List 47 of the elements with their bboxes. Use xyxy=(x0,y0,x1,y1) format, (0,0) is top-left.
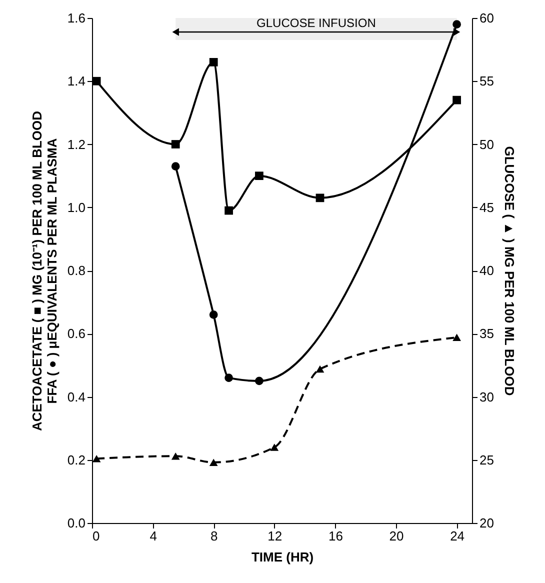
y-tick-label: 0.2 xyxy=(67,452,86,468)
x-axis-title: TIME (HR) xyxy=(251,550,314,564)
y-tick-label: 1.4 xyxy=(67,74,86,89)
y2-tick-label: 35 xyxy=(480,326,494,342)
y-tick-label: 1.6 xyxy=(67,10,86,26)
x-tick-label: 20 xyxy=(389,528,404,544)
point xyxy=(171,452,180,460)
point xyxy=(171,162,180,171)
x-tick-label: 8 xyxy=(210,528,218,544)
point xyxy=(209,310,218,319)
y2-tick-label: 40 xyxy=(480,263,494,278)
point xyxy=(171,140,180,148)
y-tick-label: 0.8 xyxy=(67,263,86,278)
point xyxy=(452,334,461,342)
y2-tick-label: 55 xyxy=(480,74,494,89)
x-tick-label: 0 xyxy=(92,528,100,544)
x-tick-label: 24 xyxy=(450,528,465,544)
point xyxy=(224,206,233,215)
point xyxy=(316,365,324,373)
x-tick-label: 4 xyxy=(150,528,157,544)
y-axis-title: ACETOACETATE ( ■ ) MG (10⁻¹) PER 100 ML BLOOD FFA ( ● ) μEQUIVALENTS PER ML PLASMA xyxy=(29,110,60,432)
x-tick-label: 12 xyxy=(268,528,282,544)
point xyxy=(209,458,218,466)
x-tick-label: 16 xyxy=(328,528,343,544)
point xyxy=(209,58,218,66)
point xyxy=(224,374,233,382)
y-tick-label: 1.2 xyxy=(67,136,86,152)
y2-tick-label: 60 xyxy=(480,10,494,26)
y2-tick-label: 45 xyxy=(480,200,494,215)
y-tick-label: 0.0 xyxy=(67,516,86,530)
y2-tick-label: 25 xyxy=(480,452,494,468)
y-tick-label: 0.4 xyxy=(67,389,86,404)
y-tick-label: 1.0 xyxy=(67,200,86,215)
band-label: GLUCOSE INFUSION xyxy=(256,16,376,30)
point xyxy=(452,20,461,28)
y2-tick-label: 50 xyxy=(480,136,494,152)
point xyxy=(255,172,264,180)
point xyxy=(92,454,101,462)
y-tick-label: 0.6 xyxy=(67,326,86,342)
point xyxy=(452,96,461,104)
point xyxy=(92,76,101,86)
point xyxy=(255,376,264,386)
point xyxy=(316,194,324,202)
y2-tick-label: 30 xyxy=(480,389,494,404)
y2-tick-label: 20 xyxy=(480,516,494,530)
y2-axis-title: GLUCOSE ( ▲ ) MG PER 100 ML BLOOD xyxy=(502,146,517,396)
point xyxy=(270,444,279,451)
